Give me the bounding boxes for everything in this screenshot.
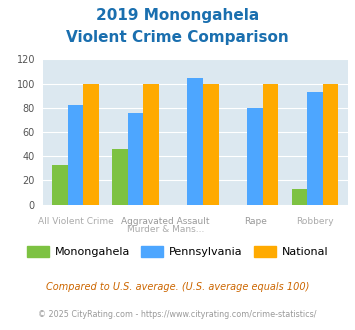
Bar: [127, 113, 143, 205]
Bar: [68, 105, 83, 205]
Text: Murder & Mans...: Murder & Mans...: [127, 225, 204, 234]
Text: Robbery: Robbery: [296, 217, 334, 226]
Bar: [323, 83, 338, 205]
Text: Rape: Rape: [244, 217, 267, 226]
Bar: [263, 83, 278, 205]
Text: Aggravated Assault: Aggravated Assault: [121, 217, 209, 226]
Text: © 2025 CityRating.com - https://www.cityrating.com/crime-statistics/: © 2025 CityRating.com - https://www.city…: [38, 310, 317, 319]
Text: All Violent Crime: All Violent Crime: [38, 217, 113, 226]
Bar: [52, 165, 68, 205]
Bar: [307, 92, 323, 205]
Text: Violent Crime Comparison: Violent Crime Comparison: [66, 30, 289, 45]
Bar: [291, 189, 307, 205]
Legend: Monongahela, Pennsylvania, National: Monongahela, Pennsylvania, National: [22, 242, 333, 262]
Bar: [83, 83, 99, 205]
Bar: [143, 83, 159, 205]
Bar: [203, 83, 219, 205]
Text: Compared to U.S. average. (U.S. average equals 100): Compared to U.S. average. (U.S. average …: [46, 282, 309, 292]
Text: 2019 Monongahela: 2019 Monongahela: [96, 8, 259, 23]
Bar: [247, 108, 263, 205]
Bar: [112, 149, 127, 205]
Bar: [187, 78, 203, 205]
